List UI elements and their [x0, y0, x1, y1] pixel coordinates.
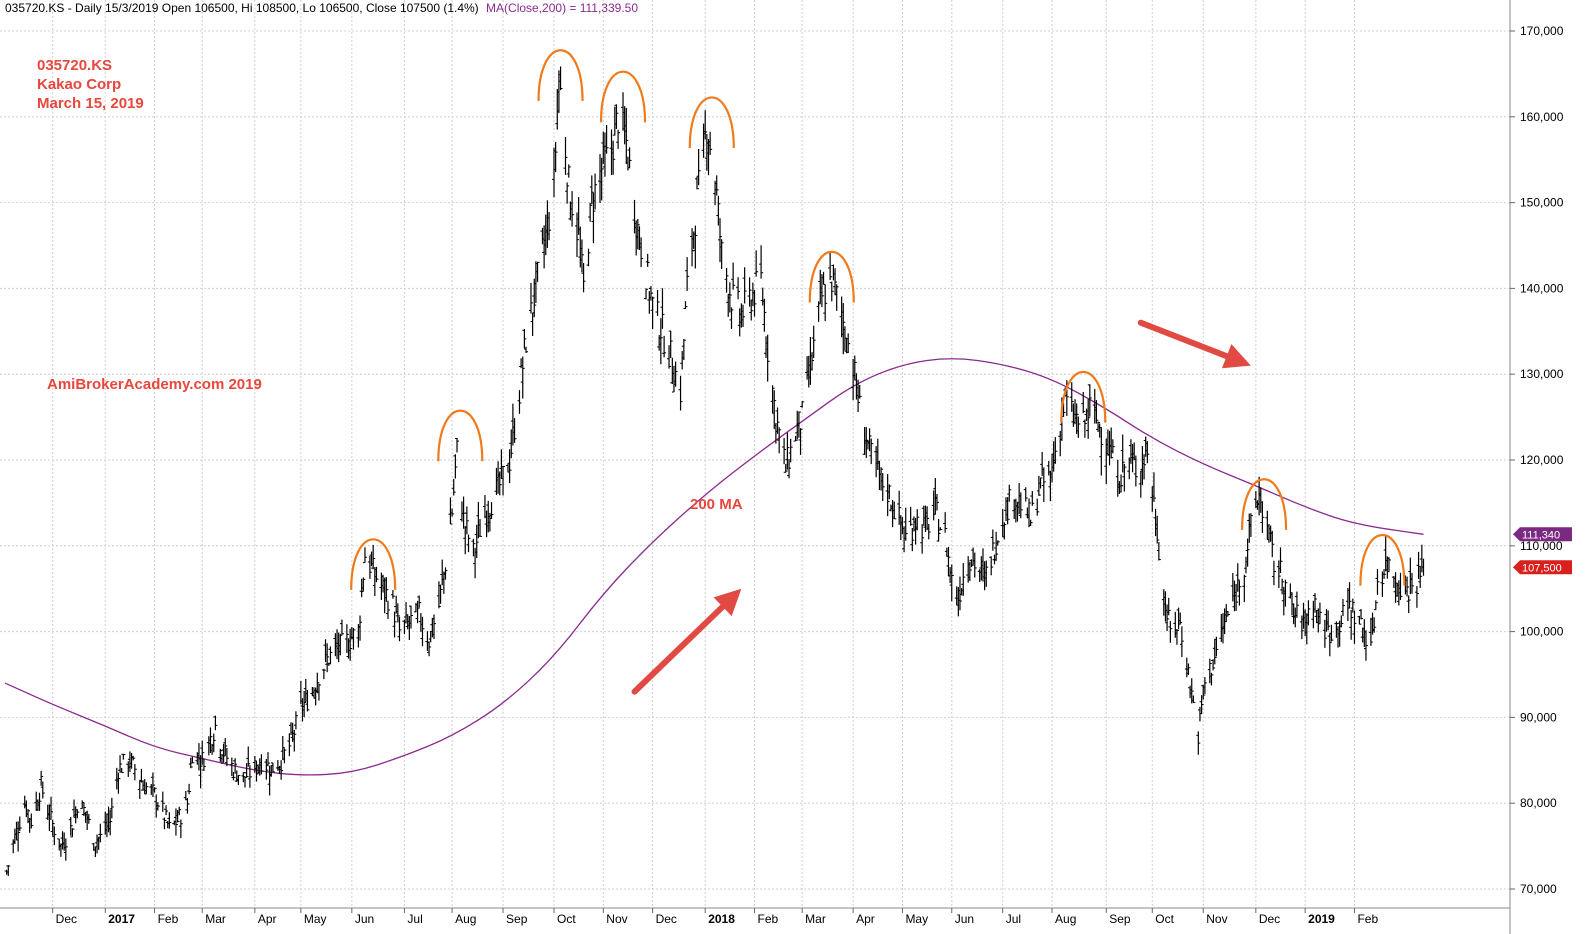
y-tick-label: 140,000 [1520, 281, 1564, 295]
trend-arrow-shaft [1137, 319, 1230, 360]
x-tick-label: Feb [1357, 912, 1378, 926]
trend-arrow-head [1221, 344, 1251, 369]
peak-arc [437, 409, 484, 462]
y-tick-label: 100,000 [1520, 625, 1564, 639]
y-tick-label: 70,000 [1520, 882, 1557, 896]
x-tick-label: Oct [557, 912, 576, 926]
x-tick-label: Mar [205, 912, 226, 926]
x-tick-label: Aug [1055, 912, 1076, 926]
peak-arc [688, 96, 735, 149]
trend-arrow-shaft [631, 603, 726, 695]
price-tags: 111,340 107,500 [1513, 527, 1572, 575]
ma-200-line [4, 358, 1424, 776]
y-tick-label: 110,000 [1520, 539, 1563, 553]
x-tick-label: Jun [355, 912, 374, 926]
y-tick-label: 120,000 [1520, 453, 1564, 467]
x-tick-label: May [905, 912, 928, 926]
x-tick-label: Oct [1155, 912, 1174, 926]
price-tag-label: 107,500 [1522, 562, 1562, 574]
y-tick-label: 80,000 [1520, 796, 1557, 810]
x-tick-label: Dec [1259, 912, 1280, 926]
y-axis-ticks: 70,000 80,000 90,000 100,000 110,000 120,000 1… [1510, 24, 1564, 896]
trend-arrows [631, 319, 1251, 695]
peak-arc [808, 250, 855, 303]
x-tick-label: Nov [1206, 912, 1227, 926]
x-tick-label: Apr [856, 912, 875, 926]
x-tick-label: Jul [407, 912, 422, 926]
peak-arcs [350, 49, 1406, 590]
ma-200-label: 200 MA [690, 496, 743, 513]
y-tick-label: 130,000 [1520, 367, 1564, 381]
x-tick-label: Nov [606, 912, 627, 926]
header-ohlc: 035720.KS - Daily 15/3/2019 Open 106500,… [5, 1, 638, 15]
watermark-label: AmiBrokerAcademy.com 2019 [47, 376, 262, 393]
x-tick-label: Jun [955, 912, 974, 926]
x-tick-label: Apr [258, 912, 277, 926]
trend-arrow-head [713, 588, 742, 617]
price-tag-box [1513, 560, 1572, 575]
y-tick-label: 150,000 [1520, 196, 1564, 210]
peak-arc [1359, 533, 1406, 586]
x-tick-label: Aug [455, 912, 476, 926]
price-tag-box [1513, 527, 1572, 542]
x-tick-label: Sep [1109, 912, 1131, 926]
peak-arc [599, 70, 647, 123]
x-tick-label: Feb [758, 912, 779, 926]
ticker-label: 035720.KS [37, 57, 112, 74]
x-tick-label: May [304, 912, 327, 926]
peak-arc [1060, 370, 1107, 423]
peak-arc [537, 49, 584, 101]
x-tick-label: Dec [56, 912, 77, 926]
y-tick-label: 160,000 [1520, 110, 1564, 124]
x-tick-label: Mar [805, 912, 826, 926]
company-label: Kakao Corp [37, 76, 121, 93]
x-tick-label: Jul [1006, 912, 1021, 926]
x-tick-label: Sep [506, 912, 528, 926]
x-axis-ticks: Dec 2017 Feb Mar Apr May Jun Jul Aug Sep Oct Nov Dec… [52, 908, 1378, 926]
y-tick-label: 90,000 [1520, 710, 1557, 724]
x-tick-label: 2019 [1308, 912, 1335, 926]
y-tick-label: 170,000 [1520, 24, 1564, 38]
x-tick-label: 2017 [108, 912, 135, 926]
peak-arc [350, 538, 397, 590]
x-tick-label: Feb [158, 912, 179, 926]
date-label: March 15, 2019 [37, 95, 144, 112]
price-tag-label: 111,340 [1522, 529, 1560, 541]
peak-arc [1240, 478, 1288, 530]
x-tick-label: 2018 [708, 912, 735, 926]
price-bars [4, 66, 1425, 876]
x-tick-label: Dec [656, 912, 677, 926]
